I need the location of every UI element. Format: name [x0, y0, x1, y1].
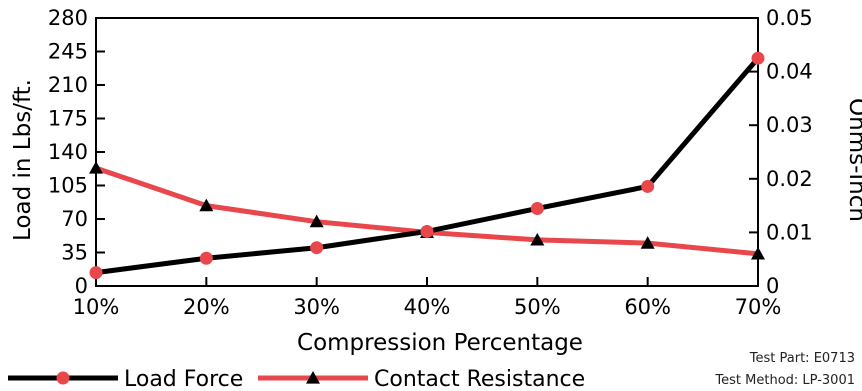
y2-tick-label: 0 — [766, 274, 779, 298]
y-tick-label: 245 — [48, 40, 88, 64]
data-point — [89, 266, 103, 280]
data-point — [420, 224, 434, 238]
data-point — [640, 236, 655, 249]
test-part-note: Test Part: E0713 — [749, 351, 855, 366]
y2-tick-label: 0.02 — [766, 167, 813, 191]
series-layer — [89, 51, 765, 280]
x-tick-label: 70% — [735, 295, 782, 319]
legend-label: Contact Resistance — [374, 367, 585, 391]
y-tick-label: 175 — [48, 107, 88, 131]
y-tick-label: 0 — [75, 274, 88, 298]
y2-tick-label: 0.04 — [766, 60, 813, 84]
legend-swatch-marker — [306, 371, 320, 384]
data-point — [530, 232, 545, 246]
series-line — [95, 56, 760, 276]
x-tick-label: 30% — [293, 295, 340, 319]
series-load-force — [89, 51, 765, 280]
y-tick-label: 280 — [48, 6, 88, 30]
data-point — [530, 201, 544, 215]
data-point — [89, 161, 103, 174]
test-method-note: Test Method: LP-3001 — [714, 373, 855, 388]
y-tick-label: 210 — [48, 73, 88, 97]
x-tick-label: 50% — [514, 295, 561, 319]
data-point — [751, 246, 765, 260]
x-axis-ticks: 10% 20% 30% 40% 50% 60% 70% — [73, 277, 782, 319]
data-point — [641, 179, 655, 193]
y2-axis-title: Ohms-Inch — [844, 98, 862, 222]
data-point — [310, 241, 324, 255]
legend: Load Force Contact Resistance — [8, 367, 585, 391]
data-point — [751, 51, 765, 65]
y2-tick-label: 0.05 — [766, 6, 813, 30]
y2-axis-ticks: 0 0.01 0.02 0.03 0.04 0.05 — [749, 6, 813, 298]
y2-tick-label: 0.01 — [766, 220, 813, 244]
series-line — [95, 165, 759, 257]
x-tick-label: 20% — [183, 295, 230, 319]
x-tick-label: 40% — [404, 295, 451, 319]
data-point — [309, 214, 324, 228]
y-axis-ticks: 0 35 70 105 140 175 210 245 280 — [48, 6, 105, 298]
y-tick-label: 140 — [48, 140, 88, 164]
x-tick-label: 60% — [624, 295, 671, 319]
y-tick-label: 35 — [61, 241, 88, 265]
data-point — [199, 251, 213, 265]
y-tick-label: 105 — [48, 174, 88, 198]
series-contact-resistance — [89, 161, 765, 260]
x-axis-title: Compression Percentage — [297, 330, 583, 356]
y2-tick-label: 0.03 — [766, 113, 813, 137]
y-tick-label: 70 — [61, 207, 88, 231]
y-axis-title: Load in Lbs/ft. — [10, 79, 36, 241]
x-tick-label: 10% — [73, 295, 120, 319]
legend-label: Load Force — [124, 367, 243, 391]
legend-item-contact-resistance: Contact Resistance — [258, 367, 585, 391]
legend-item-load-force: Load Force — [8, 367, 243, 391]
legend-swatch-marker — [56, 371, 70, 385]
data-point — [199, 198, 214, 212]
